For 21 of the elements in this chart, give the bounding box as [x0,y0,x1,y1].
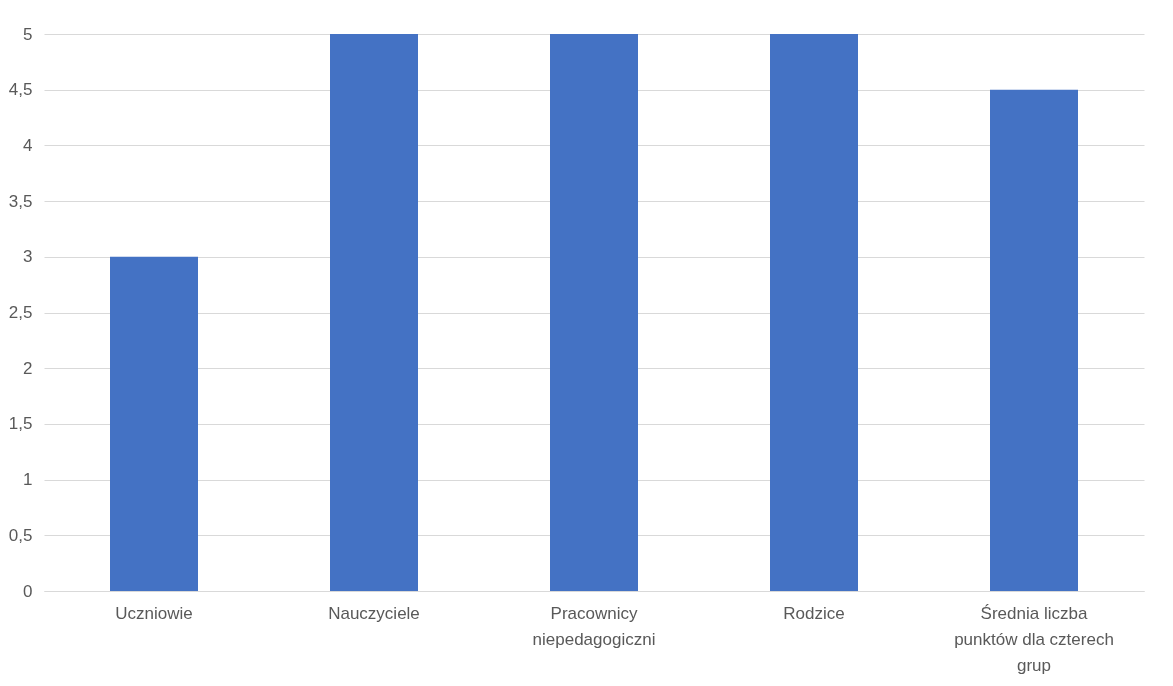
x-tick-label: Pracownicy niepedagogiczni [532,603,656,649]
bar [770,34,858,591]
y-tick-label: 0 [23,581,33,601]
y-tick-label: 2 [23,358,33,378]
bar [110,256,198,591]
y-tick-label: 4,5 [8,80,33,100]
y-tick-label: 0,5 [8,525,33,545]
y-tick-label: 5 [23,24,33,44]
y-tick-label: 3 [23,247,33,267]
x-tick-label: Rodzice [783,603,845,623]
bar [990,89,1078,591]
y-tick-label: 4 [23,135,33,155]
y-tick-label: 1 [23,470,33,490]
y-tick-label: 2,5 [8,303,33,322]
bar [550,34,638,591]
x-tick-label: Średnia liczba punktów dla czterech grup [954,603,1114,675]
bar [330,34,418,591]
x-tick-label: Uczniowie [115,603,193,623]
y-tick-label: 1,5 [8,414,33,434]
x-tick-label: Nauczyciele [328,603,420,623]
y-tick-label: 3,5 [8,191,33,211]
